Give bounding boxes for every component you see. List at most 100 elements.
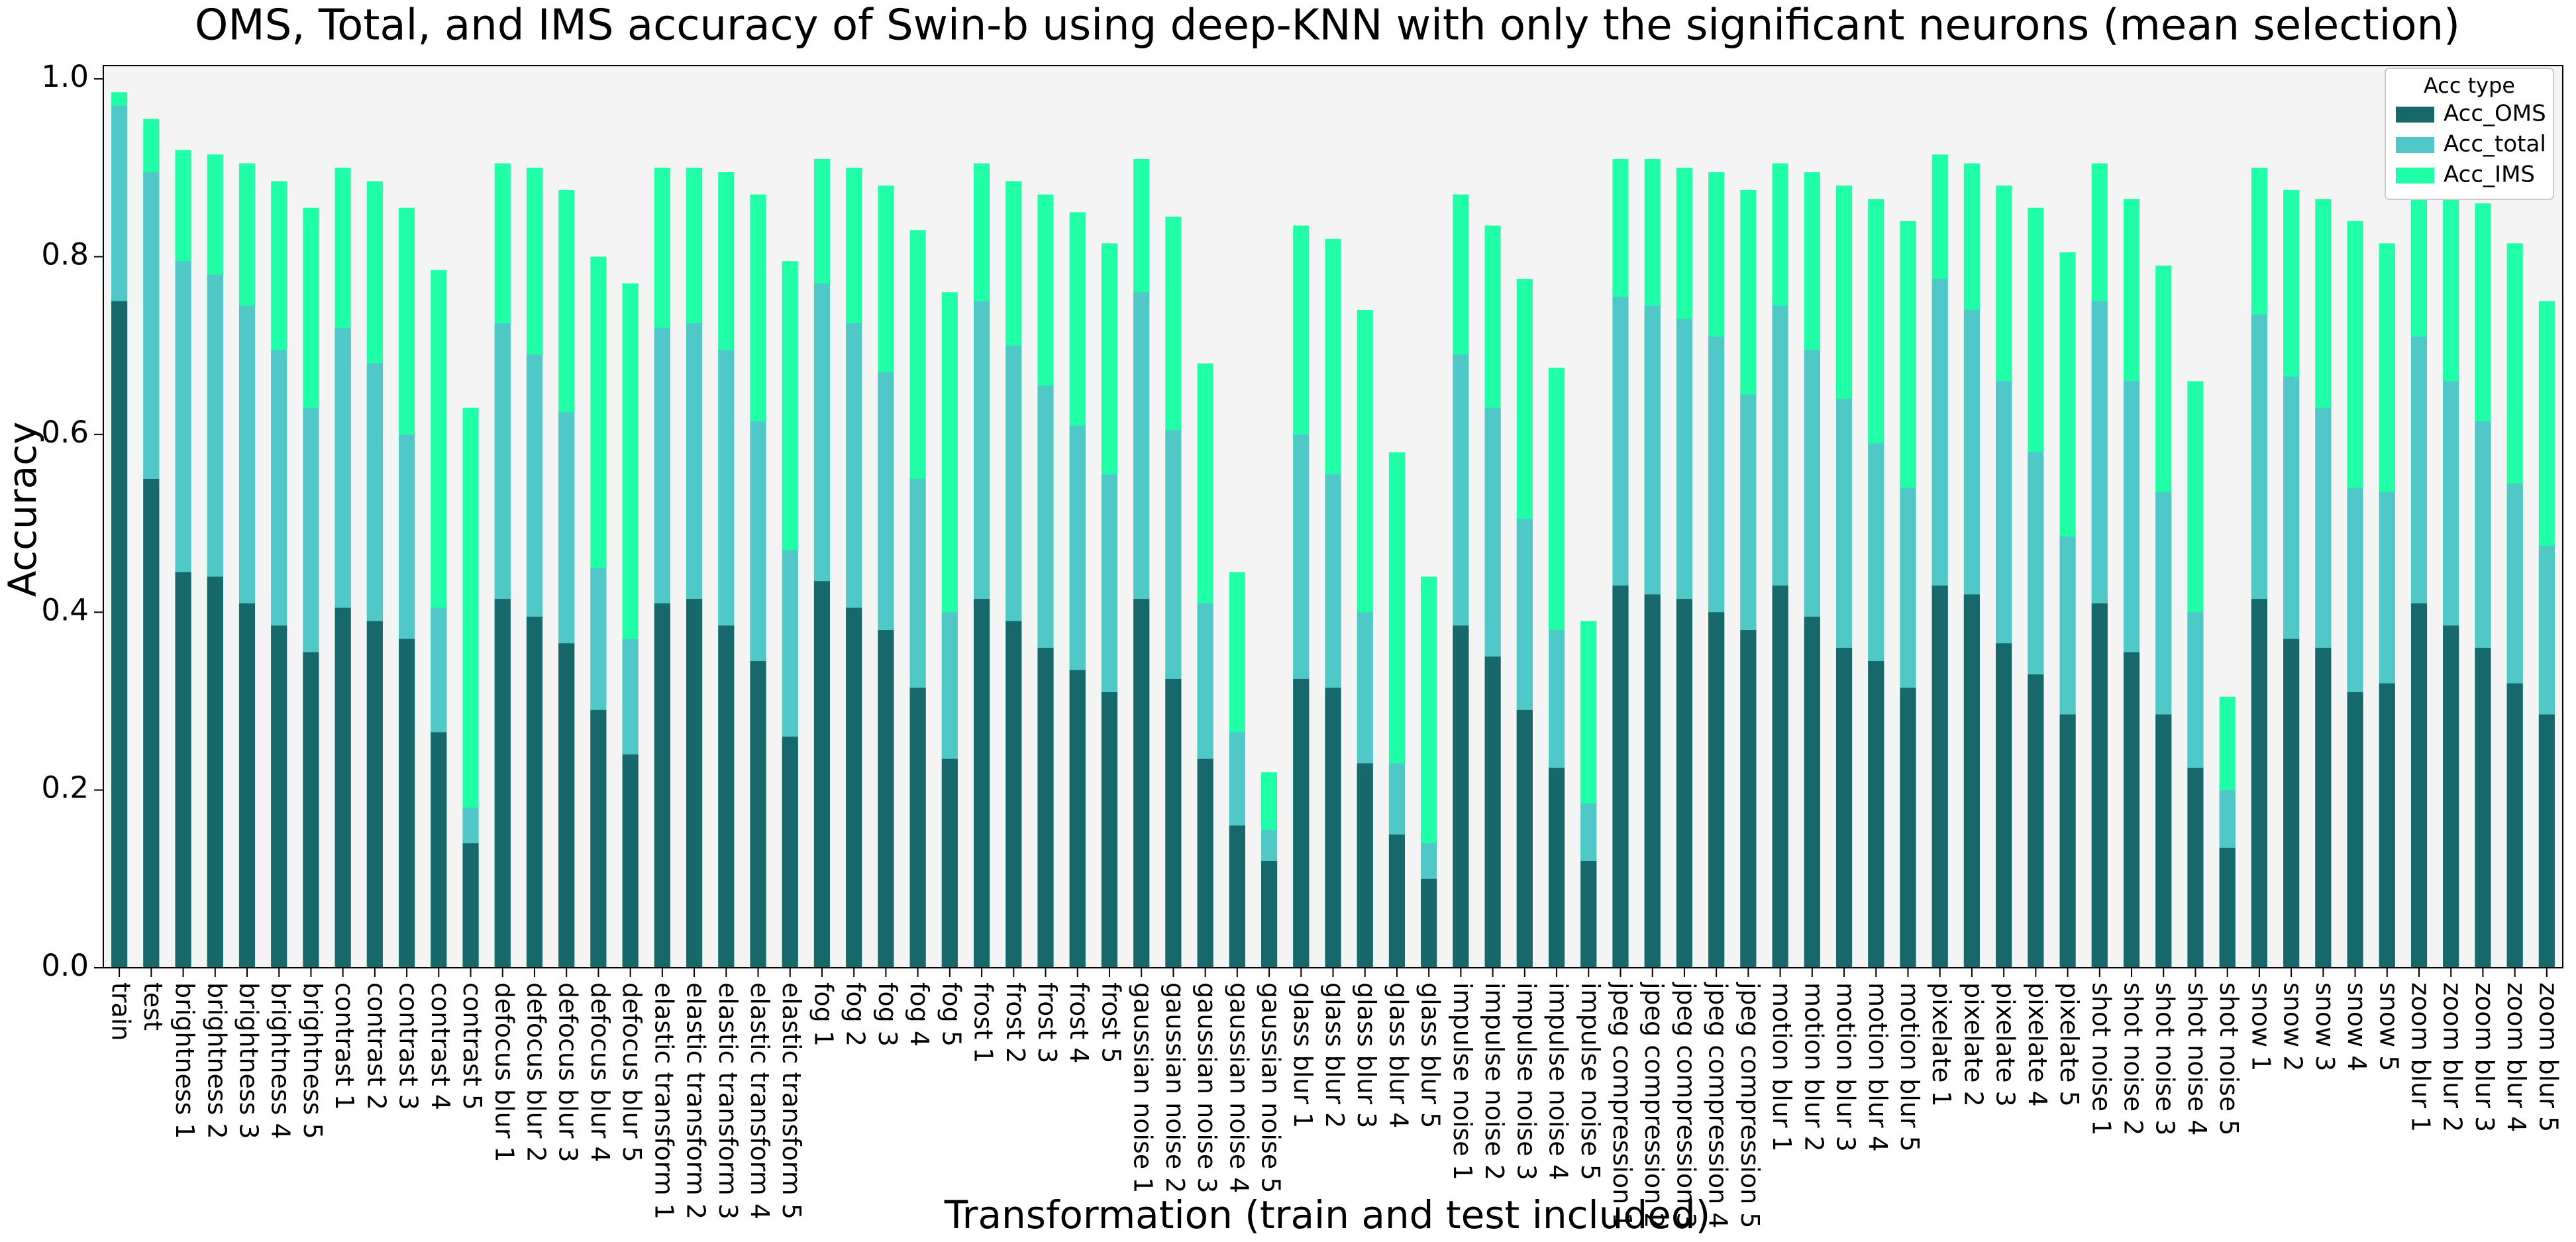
bar bbox=[143, 478, 160, 968]
x-tick-label: shot noise 5 bbox=[2214, 982, 2243, 1135]
x-tick-label: glass blur 5 bbox=[1416, 982, 1445, 1128]
bar bbox=[1037, 647, 1054, 968]
bar bbox=[1612, 585, 1629, 968]
bar bbox=[271, 625, 287, 968]
x-tick-label: pixelate 1 bbox=[1927, 982, 1956, 1107]
bar bbox=[1101, 692, 1118, 968]
bar bbox=[1708, 612, 1725, 968]
bar bbox=[1868, 661, 1884, 968]
bar bbox=[2059, 714, 2076, 968]
bar bbox=[590, 709, 607, 968]
bar bbox=[1740, 630, 1757, 968]
bar bbox=[2028, 674, 2044, 968]
bar bbox=[558, 643, 575, 968]
bar bbox=[1325, 688, 1341, 968]
bar bbox=[2379, 683, 2395, 968]
bar bbox=[366, 621, 383, 968]
bar bbox=[974, 599, 990, 968]
bar bbox=[1229, 825, 1245, 968]
x-tick-label: shot noise 3 bbox=[2151, 982, 2180, 1135]
x-tick-label: contrast 1 bbox=[330, 982, 359, 1110]
x-tick-label: motion blur 5 bbox=[1895, 982, 1924, 1152]
x-tick-label: elastic transform 1 bbox=[649, 982, 678, 1219]
x-tick-label: fog 1 bbox=[809, 982, 838, 1047]
bar bbox=[399, 639, 415, 968]
x-tick-label: motion blur 3 bbox=[1831, 982, 1861, 1152]
x-tick-label: test bbox=[138, 982, 168, 1031]
x-tick-label: zoom blur 2 bbox=[2438, 982, 2467, 1132]
legend-swatch bbox=[2396, 168, 2434, 183]
x-tick-label: defocus blur 1 bbox=[489, 982, 519, 1163]
x-tick-label: snow 4 bbox=[2342, 982, 2371, 1071]
x-tick-label: zoom blur 3 bbox=[2470, 982, 2499, 1132]
bar bbox=[2251, 599, 2267, 968]
bar bbox=[2410, 603, 2428, 968]
x-tick-label: gaussian noise 5 bbox=[1257, 982, 1286, 1193]
bar bbox=[1996, 643, 2012, 968]
bar bbox=[111, 301, 128, 968]
y-axis-label: Accuracy bbox=[0, 422, 45, 597]
bar bbox=[2315, 647, 2332, 968]
bar bbox=[654, 603, 670, 968]
bar bbox=[1835, 647, 1853, 968]
x-tick-label: impulse noise 1 bbox=[1448, 982, 1477, 1180]
x-tick-label: snow 1 bbox=[2246, 982, 2275, 1071]
x-tick-label: glass blur 2 bbox=[1320, 982, 1349, 1128]
bar bbox=[1932, 585, 1948, 968]
x-tick-label: gaussian noise 2 bbox=[1160, 982, 1190, 1193]
bar bbox=[462, 843, 479, 968]
x-tick-label: elastic transform 3 bbox=[713, 982, 743, 1219]
bar bbox=[1357, 763, 1373, 968]
x-tick-label: impulse noise 3 bbox=[1512, 982, 1541, 1180]
x-tick-label: snow 2 bbox=[2279, 982, 2308, 1071]
x-tick-label: defocus blur 5 bbox=[617, 982, 646, 1163]
y-tick-label: 0.8 bbox=[41, 237, 89, 272]
x-tick-label: glass blur 4 bbox=[1384, 982, 1413, 1128]
x-tick-label: frost 3 bbox=[1033, 982, 1062, 1063]
y-tick-label: 0.4 bbox=[41, 592, 89, 627]
x-tick-label: defocus blur 3 bbox=[554, 982, 583, 1163]
x-tick-label: brightness 1 bbox=[170, 982, 199, 1139]
x-tick-label: brightness 4 bbox=[266, 982, 295, 1139]
legend-swatch bbox=[2396, 137, 2434, 153]
bar bbox=[941, 758, 958, 968]
x-tick-label: shot noise 2 bbox=[2119, 982, 2148, 1135]
bar bbox=[175, 572, 191, 968]
x-tick-label: frost 1 bbox=[969, 982, 998, 1063]
bar bbox=[1484, 656, 1501, 968]
x-tick-label: frost 4 bbox=[1064, 982, 1094, 1063]
plot-frame bbox=[103, 65, 2563, 968]
bar bbox=[1421, 878, 1437, 968]
bar bbox=[238, 603, 256, 968]
x-tick-label: contrast 5 bbox=[458, 982, 487, 1110]
x-tick-label: gaussian noise 4 bbox=[1224, 982, 1253, 1193]
chart-title: OMS, Total, and IMS accuracy of Swin-b u… bbox=[195, 1, 2460, 50]
legend-label: Acc_IMS bbox=[2444, 162, 2535, 188]
x-tick-label: brightness 5 bbox=[298, 982, 327, 1139]
x-tick-label: train bbox=[107, 982, 136, 1041]
x-tick-label: frost 5 bbox=[1096, 982, 1125, 1063]
x-tick-label: impulse noise 2 bbox=[1480, 982, 1509, 1180]
x-tick-label: elastic transform 2 bbox=[682, 982, 711, 1219]
bar bbox=[1165, 678, 1182, 968]
y-tick-label: 1.0 bbox=[41, 59, 89, 94]
legend-swatch bbox=[2396, 107, 2434, 123]
x-tick-label: shot noise 4 bbox=[2183, 982, 2212, 1135]
bar bbox=[2506, 683, 2523, 968]
y-tick-label: 0.0 bbox=[41, 948, 89, 983]
x-tick-label: contrast 3 bbox=[394, 982, 423, 1110]
legend-label: Acc_total bbox=[2444, 131, 2546, 158]
bar bbox=[2187, 768, 2204, 968]
x-tick-label: shot noise 1 bbox=[2087, 982, 2116, 1135]
bar bbox=[526, 616, 543, 968]
bar bbox=[2283, 639, 2300, 968]
bar bbox=[1963, 594, 1980, 968]
x-tick-label: brightness 3 bbox=[234, 982, 263, 1139]
bar bbox=[782, 737, 798, 968]
x-tick-label: jpeg compression 3 bbox=[1671, 982, 1700, 1228]
bar bbox=[813, 581, 831, 968]
y-tick-label: 0.6 bbox=[41, 415, 89, 450]
x-tick-label: defocus blur 4 bbox=[586, 982, 615, 1163]
bar bbox=[335, 607, 351, 968]
